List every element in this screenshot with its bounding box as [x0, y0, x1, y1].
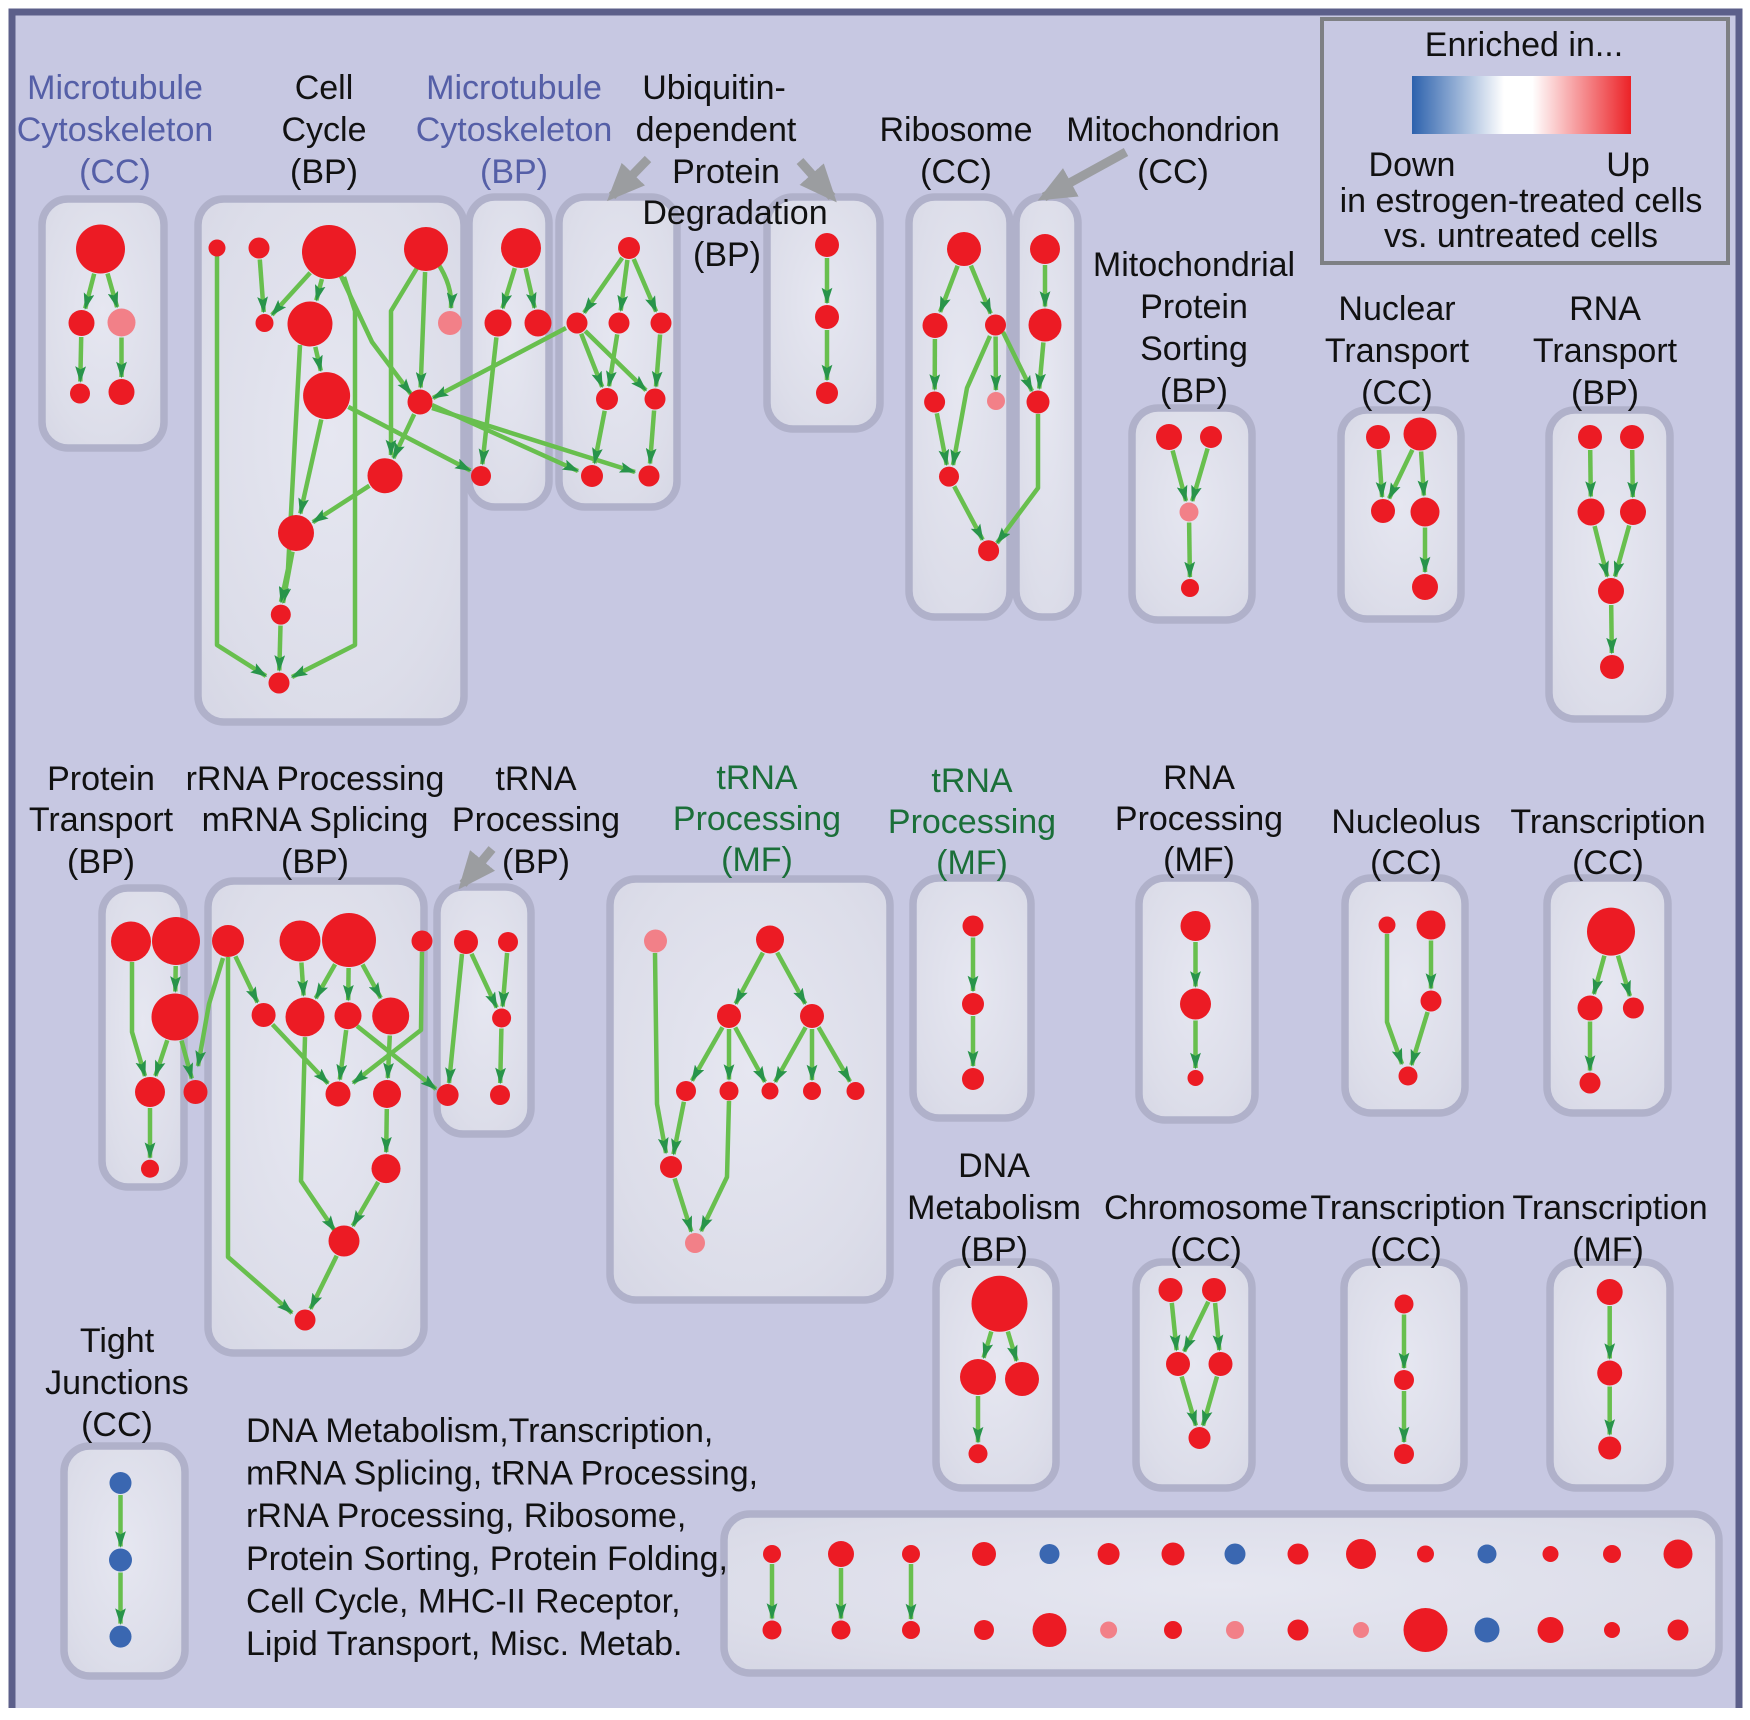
svg-text:Ubiquitin-: Ubiquitin- [642, 69, 786, 107]
svg-text:Metabolism: Metabolism [907, 1189, 1081, 1227]
svg-text:Transport: Transport [1325, 332, 1470, 370]
svg-text:(BP): (BP) [480, 153, 548, 191]
svg-text:(BP): (BP) [1571, 374, 1639, 412]
svg-text:Microtubule: Microtubule [426, 69, 602, 107]
svg-text:Up: Up [1606, 146, 1649, 184]
svg-text:Down: Down [1369, 146, 1456, 184]
svg-text:Microtubule: Microtubule [27, 69, 203, 107]
svg-text:(CC): (CC) [1361, 374, 1433, 412]
svg-text:Cytoskeleton: Cytoskeleton [17, 111, 214, 149]
svg-text:(MF): (MF) [1572, 1231, 1644, 1269]
svg-text:Processing: Processing [673, 800, 841, 838]
svg-text:(MF): (MF) [936, 844, 1008, 882]
svg-text:Protein: Protein [1140, 288, 1248, 326]
svg-text:(CC): (CC) [79, 153, 151, 191]
svg-text:(MF): (MF) [721, 841, 793, 879]
svg-text:Transport: Transport [29, 801, 174, 839]
svg-text:Mitochondrion: Mitochondrion [1066, 111, 1280, 149]
svg-text:vs. untreated cells: vs. untreated cells [1384, 217, 1658, 255]
svg-text:(BP): (BP) [960, 1231, 1028, 1269]
svg-text:(CC): (CC) [81, 1406, 153, 1444]
svg-text:tRNA: tRNA [495, 760, 577, 798]
svg-text:mRNA Splicing: mRNA Splicing [202, 801, 429, 839]
svg-text:tRNA: tRNA [931, 762, 1013, 800]
svg-text:Cell Cycle, MHC-II Receptor,: Cell Cycle, MHC-II Receptor, [246, 1582, 681, 1620]
svg-text:dependent: dependent [636, 111, 797, 149]
svg-text:DNA Metabolism,Transcription,: DNA Metabolism,Transcription, [246, 1412, 713, 1450]
svg-text:Cytoskeleton: Cytoskeleton [416, 111, 613, 149]
svg-text:Transport: Transport [1533, 332, 1678, 370]
svg-text:Transcription: Transcription [1310, 1189, 1505, 1227]
svg-text:(CC): (CC) [1137, 153, 1209, 191]
svg-text:(BP): (BP) [67, 843, 135, 881]
svg-text:in estrogen-treated cells: in estrogen-treated cells [1340, 182, 1703, 220]
svg-text:(CC): (CC) [1370, 844, 1442, 882]
svg-text:Processing: Processing [888, 803, 1056, 841]
svg-text:Lipid Transport, Misc. Metab.: Lipid Transport, Misc. Metab. [246, 1625, 683, 1663]
svg-text:Processing: Processing [452, 801, 620, 839]
svg-text:mRNA Splicing, tRNA Processing: mRNA Splicing, tRNA Processing, [246, 1455, 758, 1493]
svg-text:RNA: RNA [1569, 290, 1641, 328]
svg-text:tRNA: tRNA [716, 759, 798, 797]
svg-text:Ribosome: Ribosome [879, 111, 1032, 149]
svg-text:(BP): (BP) [281, 843, 349, 881]
svg-text:Transcription: Transcription [1512, 1189, 1707, 1227]
svg-text:Cycle: Cycle [281, 111, 366, 149]
svg-text:RNA: RNA [1163, 759, 1235, 797]
svg-text:Junctions: Junctions [45, 1364, 189, 1402]
svg-text:Enriched in...: Enriched in... [1425, 26, 1623, 64]
svg-text:Mitochondrial: Mitochondrial [1093, 246, 1295, 284]
svg-text:Protein Sorting, Protein Foldi: Protein Sorting, Protein Folding, [246, 1540, 728, 1578]
svg-text:Processing: Processing [1115, 800, 1283, 838]
svg-text:Nucleolus: Nucleolus [1331, 803, 1480, 841]
svg-text:(CC): (CC) [920, 153, 992, 191]
svg-text:Protein: Protein [672, 153, 780, 191]
svg-text:(BP): (BP) [1160, 372, 1228, 410]
svg-text:(CC): (CC) [1170, 1231, 1242, 1269]
svg-text:rRNA Processing, Ribosome,: rRNA Processing, Ribosome, [246, 1497, 686, 1535]
svg-text:Tight: Tight [80, 1322, 155, 1360]
svg-text:(CC): (CC) [1572, 844, 1644, 882]
svg-text:Protein: Protein [47, 760, 155, 798]
svg-text:(MF): (MF) [1163, 841, 1235, 879]
svg-text:Degradation: Degradation [642, 194, 827, 232]
svg-text:(CC): (CC) [1370, 1231, 1442, 1269]
svg-text:rRNA Processing: rRNA Processing [186, 760, 445, 798]
svg-text:Cell: Cell [295, 69, 354, 107]
svg-text:Nuclear: Nuclear [1338, 290, 1455, 328]
svg-text:(BP): (BP) [502, 843, 570, 881]
svg-text:Transcription: Transcription [1510, 803, 1705, 841]
svg-text:Chromosome: Chromosome [1104, 1189, 1308, 1227]
svg-text:Sorting: Sorting [1140, 330, 1248, 368]
svg-text:(BP): (BP) [693, 236, 761, 274]
svg-text:(BP): (BP) [290, 153, 358, 191]
svg-text:DNA: DNA [958, 1147, 1030, 1185]
